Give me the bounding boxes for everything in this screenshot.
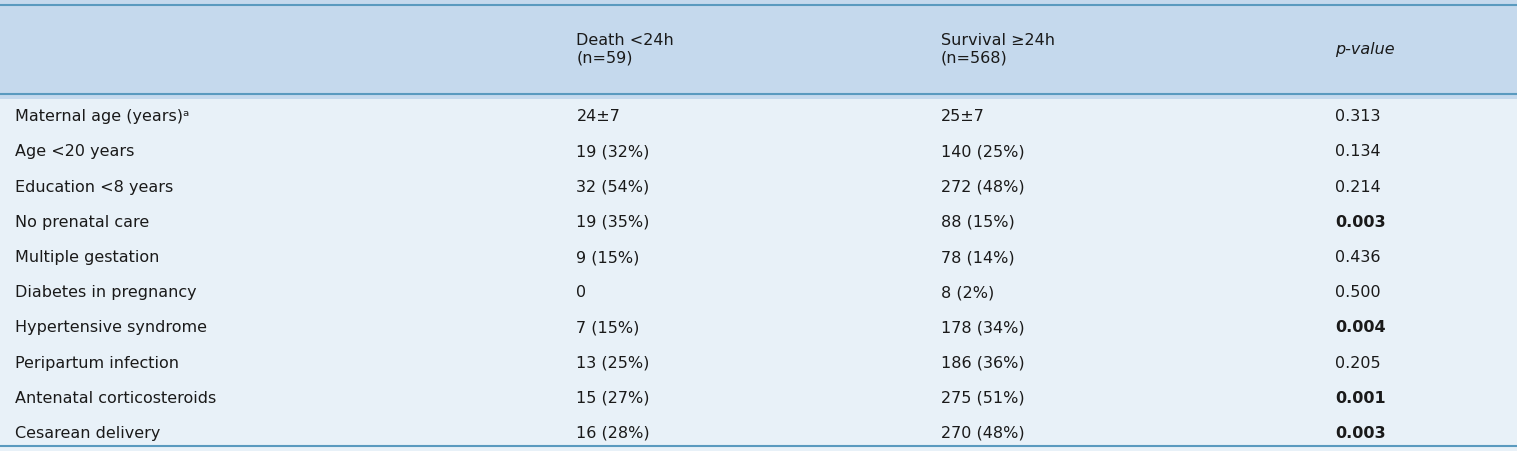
Text: 0.500: 0.500 [1335, 285, 1380, 300]
Text: Peripartum infection: Peripartum infection [15, 355, 179, 371]
Text: 13 (25%): 13 (25%) [576, 355, 649, 371]
Text: No prenatal care: No prenatal care [15, 215, 149, 230]
Text: 275 (51%): 275 (51%) [941, 391, 1024, 406]
Text: Maternal age (years)ᵃ: Maternal age (years)ᵃ [15, 109, 190, 124]
Text: 0.313: 0.313 [1335, 109, 1380, 124]
Text: p-value: p-value [1335, 42, 1394, 57]
Text: 140 (25%): 140 (25%) [941, 144, 1024, 160]
Text: 0.001: 0.001 [1335, 391, 1385, 406]
Text: 0.134: 0.134 [1335, 144, 1380, 160]
Text: 19 (35%): 19 (35%) [576, 215, 649, 230]
Text: Age <20 years: Age <20 years [15, 144, 135, 160]
Text: 0.003: 0.003 [1335, 426, 1385, 441]
Text: 25±7: 25±7 [941, 109, 985, 124]
Bar [0, 99, 1517, 451]
Text: 0.205: 0.205 [1335, 355, 1380, 371]
Text: 15 (27%): 15 (27%) [576, 391, 649, 406]
Text: 0.436: 0.436 [1335, 250, 1380, 265]
Text: Survival ≥24h
(n=568): Survival ≥24h (n=568) [941, 33, 1054, 66]
Text: Education <8 years: Education <8 years [15, 179, 173, 195]
Text: 16 (28%): 16 (28%) [576, 426, 651, 441]
Text: 0.214: 0.214 [1335, 179, 1380, 195]
Text: Death <24h
(n=59): Death <24h (n=59) [576, 33, 674, 66]
Text: Hypertensive syndrome: Hypertensive syndrome [15, 320, 208, 336]
Text: 9 (15%): 9 (15%) [576, 250, 640, 265]
Text: 186 (36%): 186 (36%) [941, 355, 1024, 371]
Text: 178 (34%): 178 (34%) [941, 320, 1024, 336]
Text: 0.003: 0.003 [1335, 215, 1385, 230]
Text: 24±7: 24±7 [576, 109, 620, 124]
Text: 7 (15%): 7 (15%) [576, 320, 640, 336]
Text: 272 (48%): 272 (48%) [941, 179, 1024, 195]
Text: Multiple gestation: Multiple gestation [15, 250, 159, 265]
Text: 78 (14%): 78 (14%) [941, 250, 1015, 265]
Text: Diabetes in pregnancy: Diabetes in pregnancy [15, 285, 197, 300]
Text: 8 (2%): 8 (2%) [941, 285, 994, 300]
Bar [0, 0, 1517, 99]
Text: 270 (48%): 270 (48%) [941, 426, 1024, 441]
Text: 19 (32%): 19 (32%) [576, 144, 649, 160]
Text: Cesarean delivery: Cesarean delivery [15, 426, 161, 441]
Text: 0.004: 0.004 [1335, 320, 1385, 336]
Text: 0: 0 [576, 285, 587, 300]
Text: Antenatal corticosteroids: Antenatal corticosteroids [15, 391, 217, 406]
Text: 88 (15%): 88 (15%) [941, 215, 1015, 230]
Text: 32 (54%): 32 (54%) [576, 179, 649, 195]
